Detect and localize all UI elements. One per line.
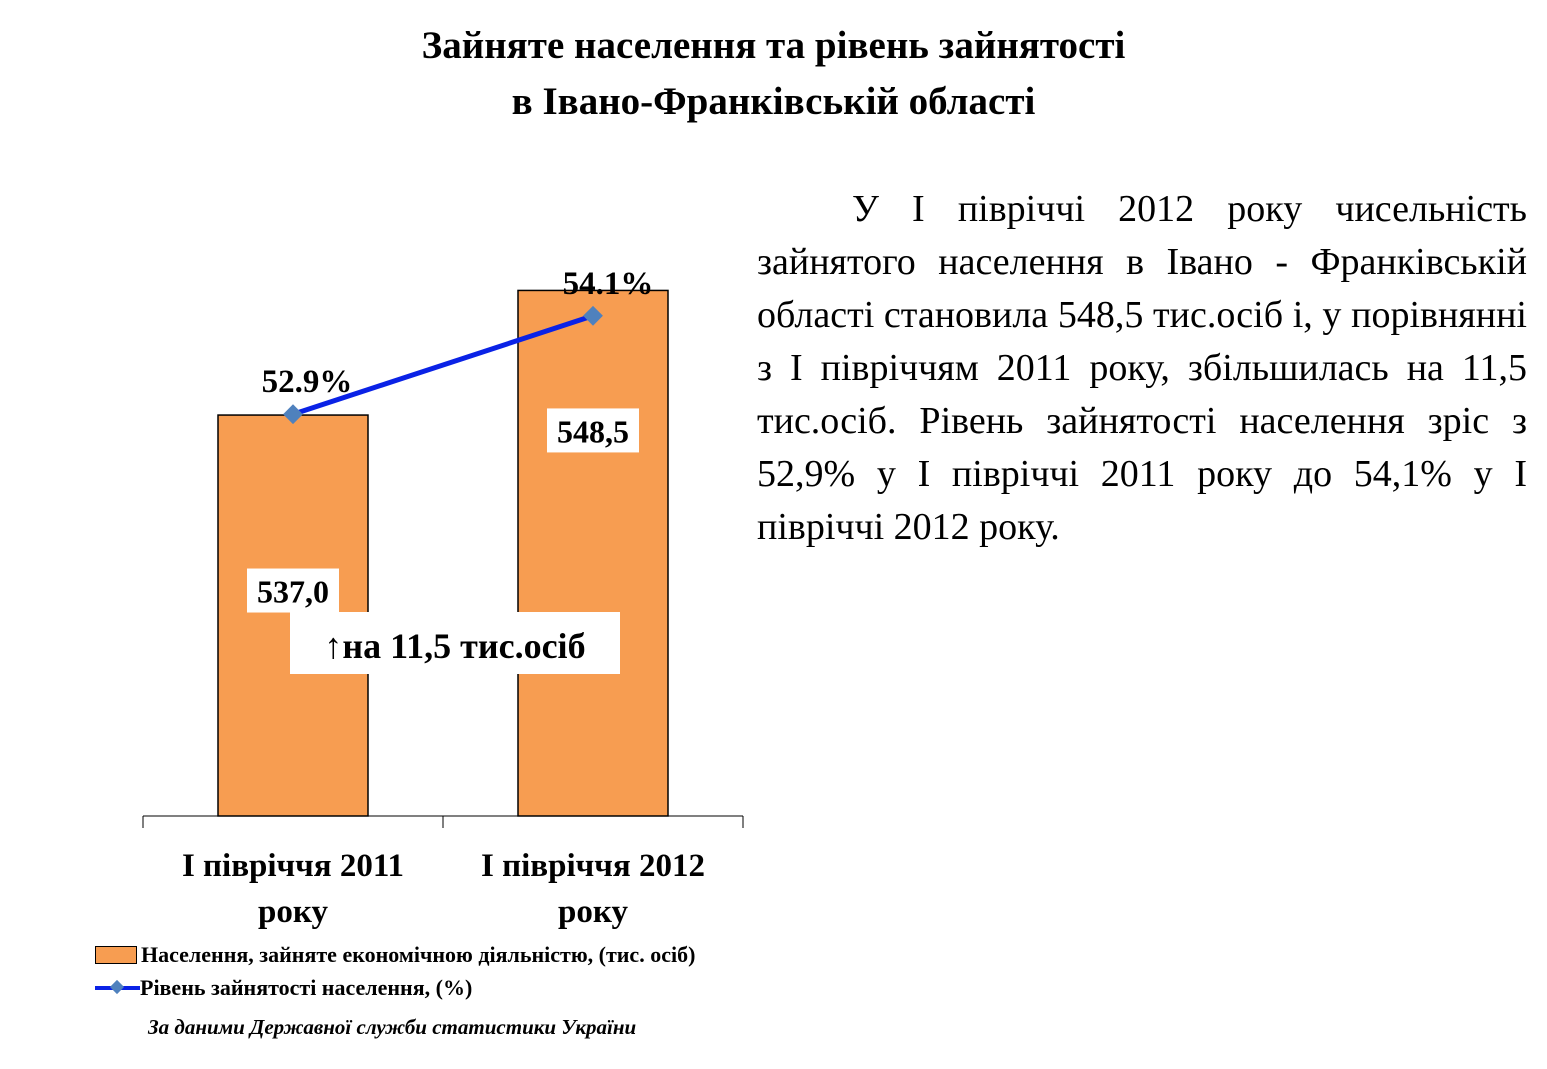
description-paragraph: У І півріччі 2012 року чисельність зайня… <box>757 188 1527 548</box>
legend-bar-swatch <box>95 945 137 964</box>
legend-item-bar: Населення, зайняте економічною діяльніст… <box>95 938 695 971</box>
legend-line-label: Рівень зайнятості населення, (%) <box>140 974 473 1000</box>
chart-title-line2: в Івано-Франківській області <box>511 80 1036 123</box>
line-data-label: 52.9% <box>262 364 353 400</box>
x-tick-label: року <box>558 894 628 930</box>
annotation-bg <box>290 612 620 674</box>
bar-data-label: 537,0 <box>257 574 329 610</box>
description-text: У І півріччі 2012 року чисельність зайня… <box>757 183 1527 554</box>
x-tick-label: І півріччя 2012 <box>481 848 705 884</box>
employment-chart: 537,0 548,5 52.9% 54.1% ↑на 11,5 тис.осіб І п… <box>142 266 744 930</box>
legend-item-line: Рівень зайнятості населення, (%) <box>95 971 695 1004</box>
x-tick-label: року <box>258 894 328 930</box>
bar-data-label-bg <box>247 568 339 613</box>
chart-title-line1: Зайняте населення та рівень зайнятості <box>421 24 1126 67</box>
line-data-label: 54.1% <box>563 266 654 302</box>
legend: Населення, зайняте економічною діяльніст… <box>95 938 695 1004</box>
increase-annotation: ↑на 11,5 тис.осіб <box>324 626 585 666</box>
line-series <box>292 313 594 417</box>
legend-line-swatch <box>95 979 140 997</box>
bar-data-label-bg <box>547 408 639 453</box>
source-note: За даними Державної служби статистики Ук… <box>148 1015 637 1039</box>
bar-data-label: 548,5 <box>557 413 629 449</box>
x-tick-label: І півріччя 2011 <box>182 848 404 884</box>
line-marker <box>283 404 303 425</box>
bar <box>517 289 669 817</box>
diamond-marker-icon <box>109 979 125 994</box>
chart-title: Зайняте населення та рівень зайнятості в… <box>0 18 1547 130</box>
legend-bar-label: Населення, зайняте економічною діяльніст… <box>141 941 696 967</box>
